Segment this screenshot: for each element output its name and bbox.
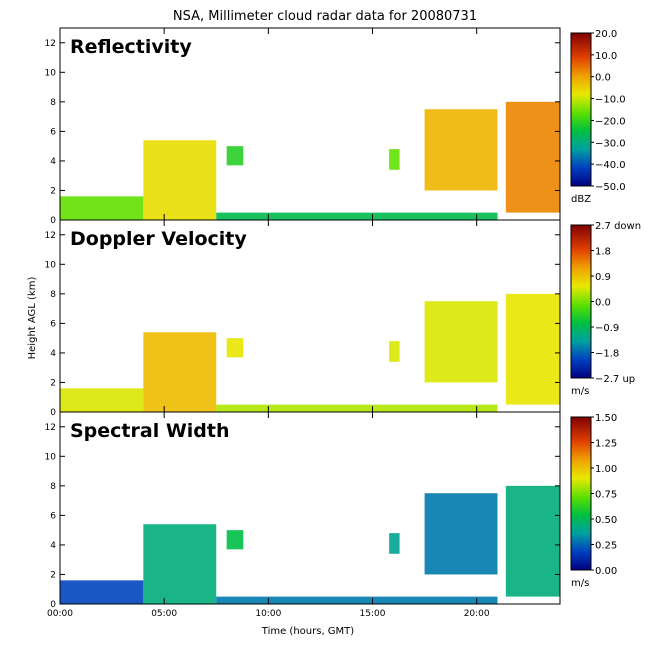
echo-region-1-1 (60, 196, 144, 220)
colorbar-label: 1.50 (595, 413, 617, 424)
colorbar-label: 0.0 (595, 298, 611, 309)
echo-region-3-6 (424, 493, 498, 575)
x-tick-label: 10:00 (255, 609, 281, 619)
colorbar-3 (570, 416, 592, 571)
colorbar-label: 1.8 (595, 247, 611, 258)
y-axis-label: Height AGL (km) (27, 277, 38, 360)
panel-title-2: Doppler Velocity (70, 228, 247, 250)
y-tick-label: 12 (45, 231, 56, 241)
colorbar-unit-2: m/s (571, 386, 589, 397)
echo-region-2-4 (226, 338, 244, 358)
y-tick-label: 0 (50, 216, 56, 226)
y-tick-label: 0 (50, 600, 56, 610)
x-tick-label: 20:00 (464, 609, 490, 619)
colorbar-label: −10.0 (595, 95, 626, 106)
y-tick-label: 6 (50, 511, 56, 521)
colorbar-1 (570, 32, 592, 187)
echo-region-3-1 (60, 580, 144, 604)
echo-region-3-2 (143, 524, 217, 604)
echo-region-3-4 (226, 530, 244, 550)
echo-region-2-5 (389, 341, 400, 362)
colorbar-label: 1.25 (595, 439, 617, 450)
panel-title-1: Reflectivity (70, 36, 192, 58)
colorbar-2 (570, 224, 592, 379)
x-tick-label: 00:00 (47, 609, 73, 619)
colorbar-unit-3: m/s (571, 578, 589, 589)
colorbar-label: 2.7 down (595, 221, 641, 232)
colorbar-label: −30.0 (595, 138, 626, 149)
y-tick-label: 8 (50, 290, 56, 300)
colorbar-label: −0.9 (595, 323, 619, 334)
colorbar-label: −20.0 (595, 116, 626, 127)
y-tick-label: 2 (50, 378, 56, 388)
y-tick-label: 2 (50, 570, 56, 580)
echo-region-2-2 (143, 332, 217, 412)
colorbar-label: 20.0 (595, 29, 617, 40)
y-tick-label: 10 (45, 68, 57, 78)
echo-region-1-3 (216, 212, 498, 220)
colorbar-label: −50.0 (595, 182, 626, 193)
x-axis-label: Time (hours, GMT) (261, 626, 355, 637)
colorbar-label: 1.00 (595, 464, 617, 475)
echo-region-2-7 (505, 293, 560, 405)
y-tick-label: 4 (50, 541, 56, 551)
y-tick-label: 0 (50, 408, 56, 418)
colorbar-label: −1.8 (595, 349, 619, 360)
echo-region-1-5 (389, 149, 400, 170)
echo-region-1-7 (505, 101, 560, 213)
colorbar-unit-1: dBZ (571, 194, 591, 205)
colorbar-label: 0.00 (595, 566, 617, 577)
y-tick-label: 8 (50, 482, 56, 492)
colorbar-label: 0.9 (595, 272, 611, 283)
colorbar-label: −40.0 (595, 160, 626, 171)
colorbar-label: 0.0 (595, 73, 611, 84)
figure-title: NSA, Millimeter cloud radar data for 200… (173, 9, 477, 24)
y-tick-label: 4 (50, 157, 56, 167)
echo-region-1-6 (424, 109, 498, 191)
echo-region-2-6 (424, 301, 498, 383)
echo-region-1-2 (143, 140, 217, 220)
colorbar-label: 10.0 (595, 51, 617, 62)
y-tick-label: 4 (50, 349, 56, 359)
y-tick-label: 2 (50, 186, 56, 196)
echo-region-2-1 (60, 388, 144, 412)
x-tick-label: 05:00 (151, 609, 177, 619)
y-tick-label: 10 (45, 452, 57, 462)
y-tick-label: 10 (45, 260, 57, 270)
echo-region-3-5 (389, 533, 400, 554)
colorbar-label: 0.25 (595, 541, 617, 552)
panel-title-3: Spectral Width (70, 420, 230, 442)
colorbar-label: 0.75 (595, 490, 617, 501)
echo-region-3-7 (505, 485, 560, 597)
echo-region-1-4 (226, 146, 244, 166)
y-tick-label: 6 (50, 319, 56, 329)
y-tick-label: 12 (45, 39, 56, 49)
plot-frame-3 (59, 411, 561, 605)
y-tick-label: 6 (50, 127, 56, 137)
x-tick-label: 15:00 (360, 609, 386, 619)
echo-region-2-3 (216, 404, 498, 412)
echo-region-3-3 (216, 596, 498, 604)
y-tick-label: 12 (45, 423, 56, 433)
colorbar-label: 0.50 (595, 515, 617, 526)
y-tick-label: 8 (50, 98, 56, 108)
colorbar-label: −2.7 up (595, 374, 635, 385)
